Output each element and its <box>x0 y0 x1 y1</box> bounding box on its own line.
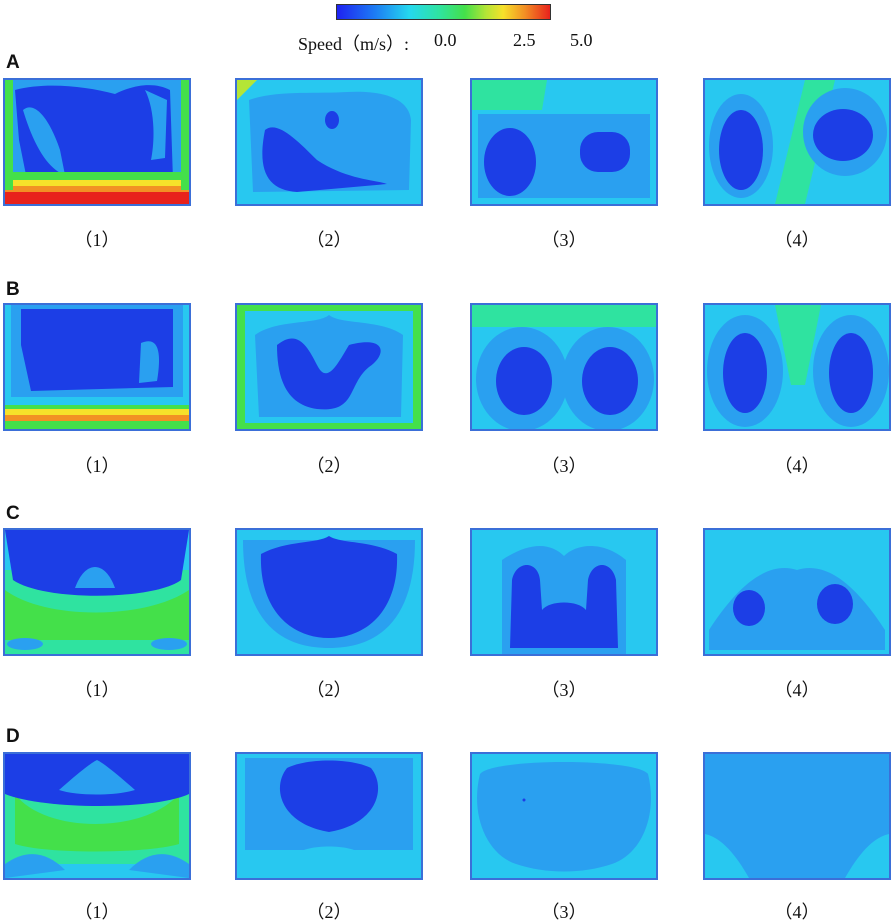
contour-b3 <box>472 305 656 429</box>
contour-d2 <box>237 754 421 878</box>
panel-b3 <box>470 303 658 431</box>
panel-a4 <box>703 78 891 206</box>
caption-a2: （2） <box>306 230 352 250</box>
caption-d1: （1） <box>74 902 120 922</box>
caption-d2: （2） <box>306 902 352 922</box>
contour-d1 <box>5 754 189 878</box>
row-label-b: B <box>6 279 20 300</box>
contour-b1 <box>5 305 189 429</box>
contour-c1 <box>5 530 189 654</box>
caption-b1: （1） <box>74 456 120 476</box>
row-label-d: D <box>6 726 20 747</box>
panel-c4 <box>703 528 891 656</box>
contour-c2 <box>237 530 421 654</box>
caption-c3: （3） <box>541 680 587 700</box>
caption-a3: （3） <box>541 230 587 250</box>
panel-c2 <box>235 528 423 656</box>
contour-a3 <box>472 80 656 204</box>
panel-b4 <box>703 303 891 431</box>
contour-d4 <box>705 754 889 878</box>
panel-a3 <box>470 78 658 206</box>
contour-a2 <box>237 80 421 204</box>
caption-a4: （4） <box>774 230 820 250</box>
legend-tick-max: 5.0 <box>570 30 593 50</box>
caption-b4: （4） <box>774 456 820 476</box>
panel-b2 <box>235 303 423 431</box>
panel-d3 <box>470 752 658 880</box>
panel-d1 <box>3 752 191 880</box>
legend-label: Speed（m/s）: <box>298 34 409 54</box>
panel-d2 <box>235 752 423 880</box>
panel-c3 <box>470 528 658 656</box>
caption-c2: （2） <box>306 680 352 700</box>
caption-c4: （4） <box>774 680 820 700</box>
caption-d3: （3） <box>541 902 587 922</box>
panel-c1 <box>3 528 191 656</box>
panel-b1 <box>3 303 191 431</box>
caption-b2: （2） <box>306 456 352 476</box>
contour-c3 <box>472 530 656 654</box>
caption-d4: （4） <box>774 902 820 922</box>
caption-a1: （1） <box>74 230 120 250</box>
panel-a1 <box>3 78 191 206</box>
contour-a1 <box>5 80 189 204</box>
contour-b4 <box>705 305 889 429</box>
panel-a2 <box>235 78 423 206</box>
caption-b3: （3） <box>541 456 587 476</box>
legend-tick-mid: 2.5 <box>513 30 536 50</box>
contour-b2 <box>237 305 421 429</box>
contour-d3 <box>472 754 656 878</box>
contour-a4 <box>705 80 889 204</box>
contour-c4 <box>705 530 889 654</box>
caption-c1: （1） <box>74 680 120 700</box>
panel-d4 <box>703 752 891 880</box>
row-label-c: C <box>6 503 20 524</box>
row-label-a: A <box>6 52 20 73</box>
speed-legend: Speed（m/s）: 0.0 2.5 5.0 <box>0 0 892 60</box>
speed-colorbar <box>336 4 551 20</box>
legend-tick-min: 0.0 <box>434 30 457 50</box>
